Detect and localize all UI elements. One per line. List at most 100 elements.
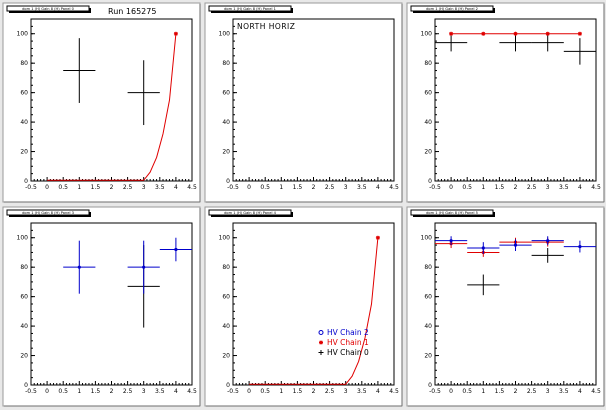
pad-title: dom 1 (H) Gain 8 (H) Panel 1	[224, 7, 276, 11]
pad-title: dom 1 (H) Gain 8 (H) Panel 3	[22, 211, 74, 215]
pad-label: NORTH HORIZ	[237, 22, 295, 31]
x-tick-label: 2	[514, 184, 518, 191]
y-tick-label: 0	[226, 382, 230, 389]
point-marker	[77, 265, 81, 269]
data-point	[449, 31, 454, 36]
y-tick-label: 60	[424, 90, 432, 97]
data-point	[467, 242, 500, 254]
data-point	[481, 31, 486, 36]
data-point	[563, 38, 596, 65]
chart-pad-2: -0.5 0 0.5 1 1.5 2 2.5 3 3.5 4 4.5020406080100dom …	[406, 2, 605, 203]
pad-title: dom 1 (H) Gain 8 (H) Panel 4	[224, 211, 277, 215]
red-curve	[47, 33, 177, 181]
point-marker	[513, 243, 518, 247]
x-tick-label: 0	[45, 388, 49, 395]
x-tick-label: 2.5	[123, 388, 133, 395]
red-curve	[249, 237, 379, 385]
x-tick-label: 4	[174, 184, 178, 191]
y-tick-label: 40	[222, 323, 230, 330]
pad-title: dom 1 (H) Gain 8 (H) Panel 5	[426, 211, 478, 215]
x-tick-label: 2	[312, 388, 316, 395]
y-tick-label: 80	[222, 60, 230, 67]
x-tick-label: 3	[546, 184, 550, 191]
x-tick-label: 1.5	[91, 184, 101, 191]
plot-frame	[30, 18, 193, 182]
y-tick-label: 60	[222, 90, 230, 97]
data-point	[531, 236, 564, 246]
x-tick-label: 0.5	[462, 388, 472, 395]
y-tick-label: 100	[219, 31, 231, 38]
y-tick-label: 60	[222, 294, 230, 301]
y-tick-label: 0	[226, 178, 230, 185]
star-marker	[577, 31, 582, 36]
y-tick-label: 40	[222, 119, 230, 126]
y-tick-label: 80	[222, 264, 230, 271]
run-number-label: Run 165275	[108, 7, 156, 16]
x-tick-label: 1	[77, 388, 81, 395]
y-tick-label: 20	[424, 353, 432, 360]
y-tick-label: 80	[20, 264, 28, 271]
x-tick-label: 0	[449, 184, 453, 191]
point-marker	[481, 246, 485, 250]
pad-title: dom 1 (H) Gain 8 (H) Panel 2	[426, 7, 478, 11]
x-tick-label: 1	[77, 184, 81, 191]
point-marker	[142, 265, 146, 269]
y-tick-label: 100	[421, 31, 433, 38]
point-marker	[174, 247, 178, 252]
x-tick-label: 4	[376, 388, 380, 395]
legend-star-marker	[319, 340, 323, 345]
x-tick-label: 2	[514, 388, 518, 395]
plot-frame	[30, 222, 193, 386]
y-tick-label: 100	[17, 235, 29, 242]
x-tick-label: 4	[376, 184, 380, 191]
star-marker	[449, 31, 454, 36]
data-point	[577, 31, 582, 36]
x-tick-label: 0	[449, 388, 453, 395]
chart-pad-3: -0.5 0 0.5 1 1.5 2 2.5 3 3.5 4 4.5020406080100dom …	[2, 206, 201, 407]
x-tick-label: 0.5	[260, 388, 270, 395]
x-tick-label: 2	[312, 184, 316, 191]
x-tick-label: -0.5	[25, 388, 37, 395]
y-tick-label: 0	[24, 178, 28, 185]
x-tick-label: 3.5	[559, 388, 569, 395]
x-tick-label: 2.5	[527, 184, 537, 191]
data-point	[499, 33, 532, 52]
x-tick-label: 0.5	[462, 184, 472, 191]
x-tick-label: -0.5	[227, 388, 239, 395]
legend-label: HV Chain 1	[327, 338, 369, 347]
x-tick-label: 1.5	[293, 184, 303, 191]
x-tick-label: 4.5	[187, 388, 197, 395]
y-tick-label: 100	[421, 235, 433, 242]
y-tick-label: 20	[20, 149, 28, 156]
y-tick-label: 0	[428, 382, 432, 389]
x-tick-label: 3.5	[155, 388, 165, 395]
x-tick-label: 1	[481, 388, 485, 395]
x-tick-label: 4	[578, 184, 582, 191]
x-tick-label: 1	[279, 184, 283, 191]
pad-title-box	[6, 209, 90, 216]
x-tick-label: 3	[142, 184, 146, 191]
y-tick-label: 80	[424, 264, 432, 271]
x-tick-label: 1.5	[495, 184, 505, 191]
x-tick-label: 4.5	[591, 388, 601, 395]
x-tick-label: 0	[45, 184, 49, 191]
data-point	[545, 31, 550, 36]
star-marker	[513, 31, 518, 36]
x-tick-label: 3.5	[357, 184, 367, 191]
legend-label: HV Chain 2	[327, 328, 369, 337]
legend-plus-marker	[318, 350, 324, 355]
x-tick-label: -0.5	[429, 388, 441, 395]
legend-entry: HV Chain 0	[318, 348, 369, 357]
data-point	[531, 33, 564, 52]
x-tick-label: 0.5	[58, 388, 68, 395]
chart-pad-4: -0.5 0 0.5 1 1.5 2 2.5 3 3.5 4 4.5020406080100dom …	[204, 206, 403, 407]
x-tick-label: 4.5	[187, 184, 197, 191]
y-tick-label: 20	[20, 353, 28, 360]
y-tick-label: 100	[219, 235, 231, 242]
x-tick-label: 3	[344, 388, 348, 395]
y-tick-label: 80	[20, 60, 28, 67]
y-tick-label: 60	[424, 294, 432, 301]
pad-title: dom 1 (H) Gain 8 (H) Panel 0	[22, 7, 75, 11]
y-tick-label: 60	[20, 90, 28, 97]
